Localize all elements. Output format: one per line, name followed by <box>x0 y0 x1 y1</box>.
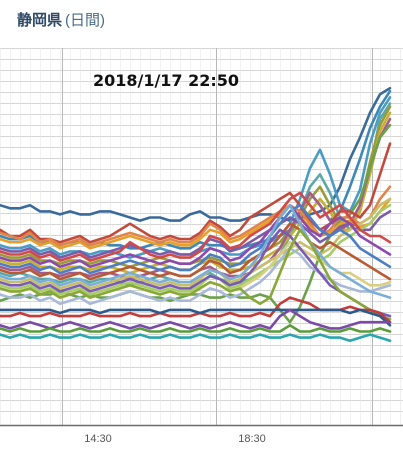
series-line-11 <box>0 197 392 250</box>
series-line-17 <box>0 203 392 275</box>
series-line-1 <box>0 86 392 222</box>
prefecture-name: 静岡県 <box>17 12 63 29</box>
x-tick-label: 18:30 <box>238 433 266 445</box>
series-line-16 <box>0 203 392 269</box>
series-line-9 <box>0 142 392 244</box>
series-line-3 <box>0 96 392 259</box>
chart-timestamp: 2018/1/17 22:50 <box>93 71 239 90</box>
chart-header: 静岡県 (日間) <box>0 0 403 38</box>
line-chart: 14:30 18:30 2018/1/17 22:50 <box>0 48 403 445</box>
series-line-12 <box>0 210 392 259</box>
series-line-21 <box>0 203 392 299</box>
series-line-15 <box>0 191 392 262</box>
series-line-23 <box>0 228 392 321</box>
series-line-26 <box>0 308 392 330</box>
x-axis-ticks: 14:30 18:30 <box>84 433 266 445</box>
vertical-gridlines <box>0 48 401 425</box>
series-line-14 <box>0 203 392 296</box>
series-line-20 <box>0 247 392 306</box>
series-line-27 <box>0 333 392 343</box>
series-line-28 <box>0 323 392 333</box>
period-label: (日間) <box>65 12 106 29</box>
series-line-18 <box>0 222 392 281</box>
series-line-25 <box>0 308 392 327</box>
chart-title: 静岡県 (日間) <box>17 9 105 30</box>
series-line-13 <box>0 197 392 290</box>
series-lines <box>0 86 392 343</box>
x-tick-label: 14:30 <box>84 433 112 445</box>
series-line-22 <box>0 228 392 318</box>
